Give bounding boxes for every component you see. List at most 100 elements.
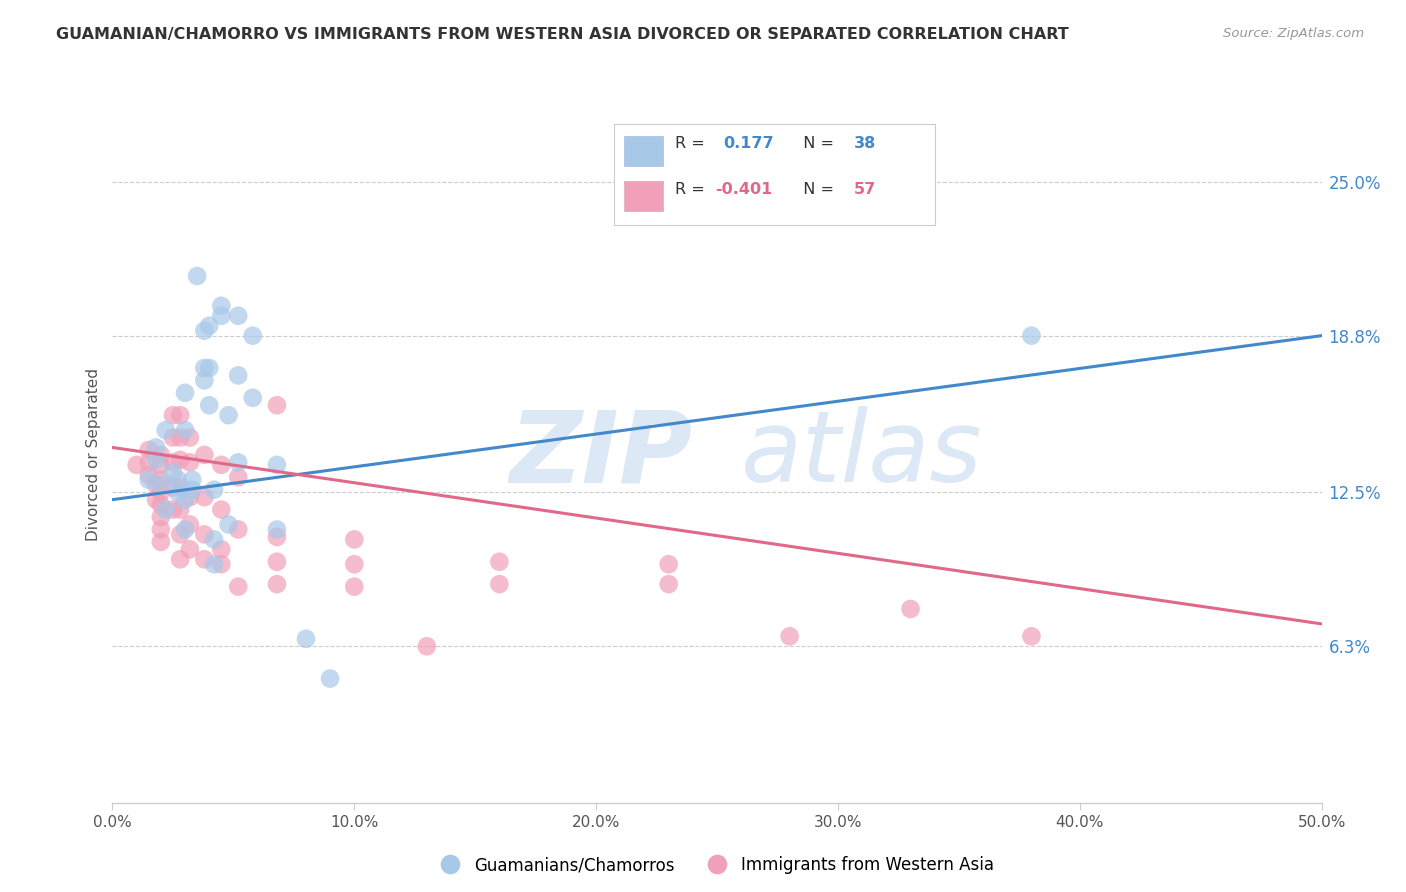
Point — [209, 502, 232, 516]
Point — [169, 408, 191, 422]
Point — [218, 517, 240, 532]
Point — [155, 423, 177, 437]
Text: atlas: atlas — [741, 407, 983, 503]
FancyBboxPatch shape — [624, 136, 662, 166]
Point — [658, 558, 681, 572]
Point — [658, 577, 681, 591]
Point — [198, 361, 221, 376]
Text: Source: ZipAtlas.com: Source: ZipAtlas.com — [1223, 27, 1364, 40]
Point — [266, 577, 288, 591]
Text: 38: 38 — [853, 136, 876, 152]
Legend: Guamanians/Chamorros, Immigrants from Western Asia: Guamanians/Chamorros, Immigrants from We… — [440, 856, 994, 874]
Point — [174, 523, 197, 537]
Point — [169, 527, 191, 541]
Point — [488, 577, 510, 591]
Point — [226, 309, 249, 323]
Point — [169, 502, 191, 516]
FancyBboxPatch shape — [624, 181, 662, 211]
Point — [149, 485, 172, 500]
Point — [226, 470, 249, 484]
Point — [149, 510, 172, 524]
Text: ZIP: ZIP — [510, 407, 693, 503]
Point — [169, 453, 191, 467]
Point — [295, 632, 318, 646]
Point — [266, 555, 288, 569]
Point — [149, 523, 172, 537]
Point — [162, 480, 184, 494]
Point — [343, 580, 366, 594]
Point — [186, 268, 208, 283]
Point — [149, 458, 172, 472]
Point — [218, 408, 240, 422]
Point — [162, 502, 184, 516]
Point — [174, 423, 197, 437]
Point — [193, 324, 215, 338]
Point — [1021, 328, 1043, 343]
Point — [266, 530, 288, 544]
Point — [179, 490, 201, 504]
Text: R =: R = — [675, 182, 710, 196]
Point — [209, 542, 232, 557]
Point — [166, 485, 188, 500]
Point — [138, 455, 160, 469]
Point — [209, 309, 232, 323]
Text: -0.401: -0.401 — [714, 182, 772, 196]
Point — [343, 533, 366, 547]
Text: N =: N = — [793, 182, 839, 196]
Point — [209, 458, 232, 472]
Point — [193, 373, 215, 387]
Point — [226, 455, 249, 469]
Point — [125, 458, 148, 472]
Point — [242, 391, 264, 405]
Point — [149, 448, 172, 462]
Point — [155, 502, 177, 516]
Point — [1021, 629, 1043, 643]
Point — [174, 385, 197, 400]
Point — [138, 442, 160, 457]
Text: N =: N = — [793, 136, 839, 152]
Point — [138, 473, 160, 487]
Point — [209, 558, 232, 572]
Point — [145, 477, 167, 491]
Point — [416, 639, 439, 653]
Point — [488, 555, 510, 569]
Point — [169, 552, 191, 566]
Text: GUAMANIAN/CHAMORRO VS IMMIGRANTS FROM WESTERN ASIA DIVORCED OR SEPARATED CORRELA: GUAMANIAN/CHAMORRO VS IMMIGRANTS FROM WE… — [56, 27, 1069, 42]
Point — [193, 527, 215, 541]
Point — [166, 473, 188, 487]
Point — [193, 361, 215, 376]
Point — [193, 552, 215, 566]
Point — [202, 483, 225, 497]
Point — [162, 455, 184, 469]
Point — [198, 398, 221, 412]
Point — [179, 517, 201, 532]
Point — [149, 473, 172, 487]
Point — [779, 629, 801, 643]
Point — [181, 483, 204, 497]
Point — [145, 441, 167, 455]
Point — [226, 580, 249, 594]
Point — [145, 453, 167, 467]
Point — [226, 523, 249, 537]
Point — [149, 477, 172, 491]
Point — [179, 455, 201, 469]
Point — [193, 490, 215, 504]
Text: 57: 57 — [853, 182, 876, 196]
Point — [174, 492, 197, 507]
Point — [266, 523, 288, 537]
Point — [226, 368, 249, 383]
Point — [145, 492, 167, 507]
Point — [162, 431, 184, 445]
Point — [266, 458, 288, 472]
Point — [202, 533, 225, 547]
Point — [266, 398, 288, 412]
Point — [169, 480, 191, 494]
Text: R =: R = — [675, 136, 710, 152]
Point — [198, 318, 221, 333]
Point — [202, 558, 225, 572]
Point — [209, 299, 232, 313]
Point — [242, 328, 264, 343]
Text: 0.177: 0.177 — [723, 136, 773, 152]
Point — [179, 542, 201, 557]
Point — [193, 448, 215, 462]
